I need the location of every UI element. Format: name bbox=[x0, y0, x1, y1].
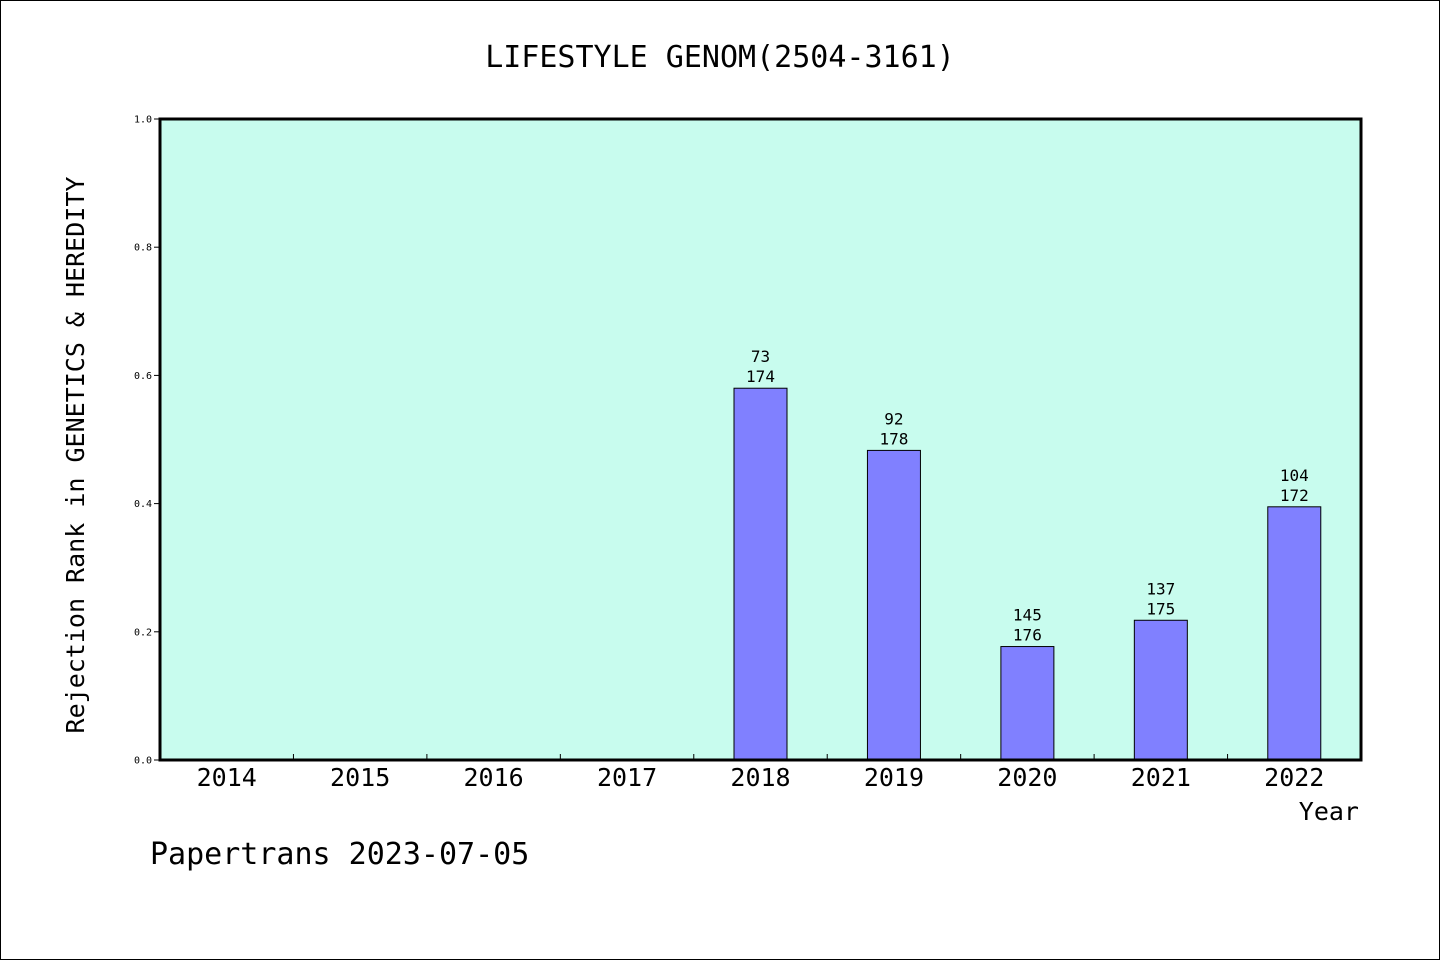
y-tick-label: 0.8 bbox=[134, 243, 152, 254]
bar-label-top: 145 bbox=[1013, 606, 1042, 625]
bar-label-top: 104 bbox=[1280, 466, 1309, 485]
chart-title: LIFESTYLE GENOM(2504-3161) bbox=[485, 40, 955, 75]
x-tick-label: 2021 bbox=[1131, 763, 1191, 792]
x-tick-label: 2019 bbox=[864, 763, 924, 792]
bar-2020 bbox=[1000, 646, 1055, 761]
y-tick-label: 0.4 bbox=[134, 499, 152, 510]
bar-label-bottom: 174 bbox=[746, 367, 775, 386]
bar-2018 bbox=[733, 387, 788, 761]
x-tick-label: 2016 bbox=[464, 763, 524, 792]
bar-label-bottom: 176 bbox=[1013, 626, 1042, 645]
x-tick-label: 2018 bbox=[730, 763, 790, 792]
y-tick-label: 1.0 bbox=[134, 115, 152, 126]
x-tick-label: 2017 bbox=[597, 763, 657, 792]
footer-credit: Papertrans 2023-07-05 bbox=[150, 837, 529, 872]
bar-label-bottom: 172 bbox=[1280, 486, 1309, 505]
x-tick-label: 2015 bbox=[330, 763, 390, 792]
bar-2019 bbox=[866, 449, 921, 761]
bar-label-top: 73 bbox=[751, 347, 770, 366]
bar-label-top: 92 bbox=[884, 409, 903, 428]
x-tick-label: 2020 bbox=[997, 763, 1057, 792]
plot-border bbox=[158, 117, 1363, 762]
y-axis-label: Rejection Rank in GENETICS & HEREDITY bbox=[61, 177, 90, 734]
bar-2022 bbox=[1267, 506, 1322, 761]
x-axis-label: Year bbox=[1299, 797, 1359, 826]
x-tick-label: 2014 bbox=[197, 763, 257, 792]
y-tick-label: 0.2 bbox=[134, 627, 152, 638]
y-tick-label: 0.0 bbox=[134, 756, 152, 767]
bar-label-bottom: 178 bbox=[879, 429, 908, 448]
x-tick-label: 2022 bbox=[1264, 763, 1324, 792]
bar-label-bottom: 175 bbox=[1146, 599, 1175, 618]
bar-2021 bbox=[1133, 619, 1188, 761]
y-tick-label: 0.6 bbox=[134, 371, 152, 382]
bar-label-top: 137 bbox=[1146, 579, 1175, 598]
